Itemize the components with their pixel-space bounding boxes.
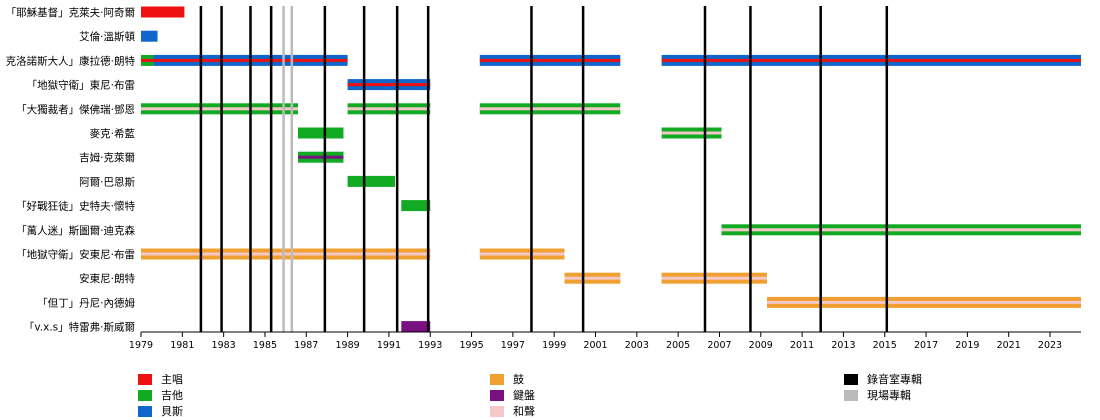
x-tick-label: 1983: [212, 340, 236, 351]
x-tick-label: 2021: [997, 340, 1021, 351]
member-bar-stripe: [479, 252, 565, 256]
x-tick-label: 1995: [459, 340, 483, 351]
legend-item-keyboard: 鍵盤: [490, 387, 535, 403]
member-bar-stripe: [479, 58, 621, 62]
member-bar: [347, 175, 396, 187]
legend-column-2: 鼓 鍵盤 和聲: [490, 371, 535, 419]
member-name-label: 「地獄守衛」安東尼·布雷: [16, 248, 135, 261]
member-name-label: 艾倫·溫斯頓: [79, 30, 135, 43]
member-bar-stripe: [766, 300, 1081, 304]
member-name-label: 麥克·希藍: [90, 127, 136, 140]
member-bar-stripe: [564, 276, 621, 280]
member-bar-stripe: [479, 107, 621, 111]
legend-item-live-album: 現場專輯: [844, 387, 922, 403]
member-bar-stripe: [661, 58, 1081, 62]
legend-swatch-studio-album: [844, 373, 858, 385]
member-name-label: 「萬人迷」斯圖爾·迪克森: [16, 224, 135, 237]
x-tick-label: 1985: [253, 340, 277, 351]
member-bar: [298, 127, 344, 139]
member-name-label: 「v.x.s」特雷弗·斯威爾: [24, 321, 136, 334]
legend-label-keyboard: 鍵盤: [513, 389, 535, 402]
x-tick-label: 2015: [873, 340, 897, 351]
x-tick-label: 2023: [1038, 340, 1062, 351]
x-tick-label: 1981: [170, 340, 194, 351]
member-name-label: 「耶穌基督」克萊夫·阿奇爾: [6, 6, 136, 19]
x-tick-label: 2011: [790, 340, 814, 351]
x-tick-label: 1979: [129, 340, 153, 351]
member-bar-stripe: [721, 228, 1081, 232]
legend-item-bass: 貝斯: [138, 403, 183, 419]
member-name-label: 「大獨裁者」傑佛瑞·鄧恩: [16, 103, 135, 116]
x-tick-label: 2001: [583, 340, 607, 351]
x-tick-label: 2017: [914, 340, 938, 351]
x-tick-label: 2007: [707, 340, 731, 351]
member-name-label: 安東尼·朗特: [79, 272, 135, 285]
legend-item-drums: 鼓: [490, 371, 535, 387]
member-name-label: 「地獄守衛」東尼·布雷: [27, 79, 135, 92]
member-name-label: 「好戰狂徒」史特夫·懷特: [16, 200, 135, 213]
member-bar: [141, 6, 185, 18]
x-tick-label: 2003: [625, 340, 649, 351]
member-bar-stripe: [141, 252, 431, 256]
member-bar-stripe: [141, 58, 154, 62]
x-tick-label: 2013: [831, 340, 855, 351]
member-bar-stripe: [661, 131, 722, 135]
legend-label-bass: 貝斯: [161, 405, 183, 418]
member-name-label: 吉姆·克萊爾: [79, 151, 135, 164]
legend-swatch-bass: [138, 405, 152, 417]
member-bar-stripe: [661, 276, 767, 280]
legend-item-guitar: 吉他: [138, 387, 183, 403]
x-tick-label: 1999: [542, 340, 566, 351]
legend-label-backing: 和聲: [513, 405, 535, 418]
legend-label-guitar: 吉他: [161, 389, 183, 402]
member-bar-stripe: [141, 107, 299, 111]
member-name-label: 「但丁」丹尼·內德姆: [37, 296, 135, 309]
x-tick-label: 1989: [335, 340, 359, 351]
x-tick-label: 1993: [418, 340, 442, 351]
member-name-label: 克洛諾斯大人」康拉德·朗特: [6, 54, 136, 67]
x-tick-label: 1991: [377, 340, 401, 351]
legend-item-studio-album: 錄音室專輯: [844, 371, 922, 387]
x-tick-label: 2009: [749, 340, 773, 351]
x-tick-label: 2019: [955, 340, 979, 351]
legend-item-vocals: 主唱: [138, 371, 183, 387]
legend-label-live-album: 現場專輯: [867, 389, 911, 402]
legend-swatch-guitar: [138, 389, 152, 401]
member-bar: [141, 30, 158, 42]
legend-swatch-backing: [490, 405, 504, 417]
member-bar: [401, 321, 431, 333]
member-bar-stripe: [298, 155, 344, 159]
legend-swatch-keyboard: [490, 389, 504, 401]
member-bar-stripe: [347, 83, 431, 87]
legend-label-drums: 鼓: [513, 373, 524, 386]
legend-item-backing: 和聲: [490, 403, 535, 419]
legend-swatch-live-album: [844, 389, 858, 401]
member-name-label: 阿爾·巴恩斯: [79, 175, 135, 188]
legend-label-vocals: 主唱: [161, 373, 183, 386]
legend-column-3: 錄音室專輯 現場專輯: [844, 371, 922, 403]
member-bar: [401, 200, 431, 212]
legend-swatch-vocals: [138, 373, 152, 385]
legend-swatch-drums: [490, 373, 504, 385]
legend-label-studio-album: 錄音室專輯: [867, 373, 922, 386]
x-tick-label: 1987: [294, 340, 318, 351]
member-bar-stripe: [347, 107, 431, 111]
x-tick-label: 2005: [666, 340, 690, 351]
x-tick-label: 1997: [501, 340, 525, 351]
legend-column-1: 主唱 吉他 貝斯: [138, 371, 183, 419]
